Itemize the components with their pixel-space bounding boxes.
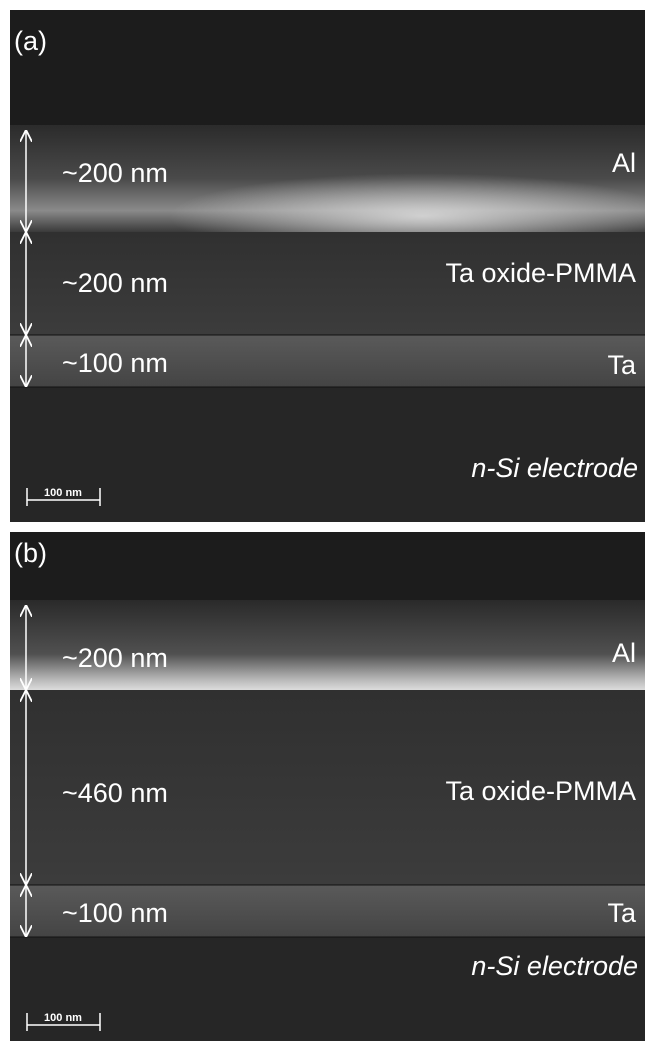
scale-bar-label: 100 nm — [44, 487, 82, 499]
layer-name: Ta — [607, 350, 637, 380]
layer-name: Ta — [607, 898, 637, 928]
thickness-label: ~460 nm — [62, 778, 168, 808]
layer-name: Al — [612, 148, 636, 178]
thickness-label: ~200 nm — [62, 643, 168, 673]
layer-name: Ta oxide-PMMA — [445, 258, 636, 288]
scale-bar-label: 100 nm — [44, 1012, 82, 1024]
figure: (a) ~200 nm Al ~200 nm Ta oxide-PMMA ~100 nm T… — [0, 0, 645, 1041]
substrate-label: n-Si electrode — [471, 453, 638, 483]
layer-name: Ta oxide-PMMA — [445, 776, 636, 806]
thickness-label: ~200 nm — [62, 158, 168, 188]
panel-label: (a) — [14, 26, 47, 56]
substrate-label: n-Si electrode — [471, 951, 638, 981]
layer-name: Al — [612, 638, 636, 668]
sem-panel: (b) ~200 nm Al ~460 nm Ta oxide-PMMA ~100 nm T… — [10, 532, 645, 1041]
thickness-label: ~100 nm — [62, 898, 168, 928]
sem-panel: (a) ~200 nm Al ~200 nm Ta oxide-PMMA ~100 nm T… — [10, 10, 645, 522]
thickness-label: ~200 nm — [62, 268, 168, 298]
panel-label: (b) — [14, 538, 47, 568]
thickness-label: ~100 nm — [62, 348, 168, 378]
